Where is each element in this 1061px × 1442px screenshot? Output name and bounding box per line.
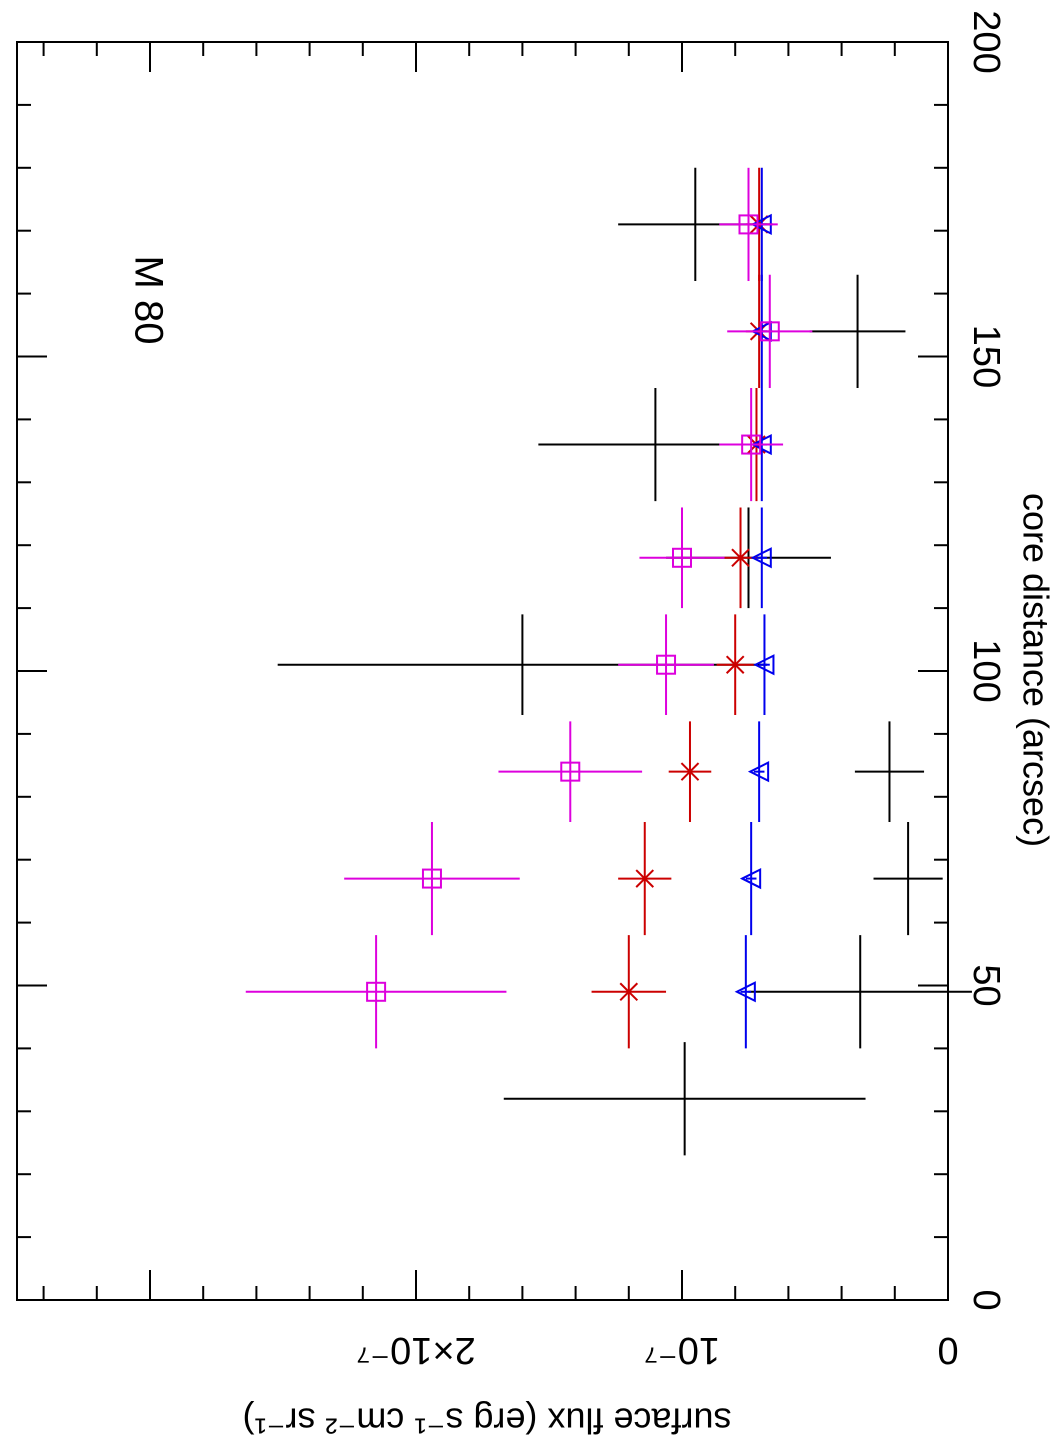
- data-point-black: [873, 821, 943, 936]
- data-series: [245, 167, 972, 1156]
- data-point-red: [591, 935, 667, 1049]
- triangle-marker: [734, 981, 756, 1003]
- square-marker: [560, 761, 581, 782]
- star-marker-stroke: [619, 982, 639, 1002]
- triangle-marker: [739, 867, 762, 890]
- square-marker: [759, 321, 780, 342]
- y-tick-label: 2×10⁻⁷: [356, 1329, 475, 1371]
- series-magenta: [245, 167, 813, 1049]
- plot-frame: [16, 41, 949, 1301]
- series-red: [591, 167, 773, 1049]
- data-point-red: [668, 721, 712, 822]
- x-tick-label: 0: [965, 1289, 1007, 1310]
- data-point-magenta: [719, 387, 784, 502]
- chart-annotation: M 80: [126, 256, 170, 345]
- data-point-red: [716, 614, 754, 716]
- square-marker: [366, 981, 387, 1002]
- triangle-marker: [747, 761, 770, 783]
- data-point-magenta: [498, 721, 643, 822]
- data-point-blue: [750, 507, 772, 609]
- data-point-blue: [753, 614, 775, 716]
- x-tick-label: 150: [965, 325, 1007, 388]
- x-axis-title: core distance (arcsec): [1015, 493, 1056, 847]
- triangle-marker: [753, 654, 775, 676]
- data-point-magenta: [344, 821, 520, 936]
- data-point-black: [748, 935, 972, 1049]
- tick-labels: 0 50 100 150 200 0 10⁻⁷ 2×10⁻⁷: [356, 10, 1007, 1371]
- square-marker: [741, 434, 762, 455]
- y-tick-label: 10⁻⁷: [644, 1329, 720, 1371]
- data-point-magenta: [639, 507, 725, 609]
- axis-ticks: [17, 41, 949, 1301]
- x-tick-label: 200: [965, 10, 1007, 73]
- data-point-magenta: [727, 274, 813, 388]
- star-marker-stroke: [680, 762, 700, 781]
- data-point-magenta: [245, 935, 507, 1049]
- data-point-blue: [734, 935, 756, 1049]
- square-marker: [421, 868, 442, 889]
- square-marker: [672, 547, 692, 568]
- square-marker: [738, 214, 759, 235]
- data-point-red: [618, 821, 672, 936]
- x-tick-label: 100: [965, 639, 1007, 702]
- star-marker-stroke: [635, 869, 655, 888]
- y-axis-title: surface flux (erg s⁻¹ cm⁻² sr⁻¹): [242, 1400, 731, 1441]
- data-point-blue: [739, 821, 762, 936]
- data-point-blue: [747, 721, 770, 822]
- x-tick-label: 50: [965, 964, 1007, 1006]
- data-point-magenta: [618, 614, 714, 716]
- star-marker-stroke: [731, 548, 750, 568]
- series-black: [277, 167, 972, 1156]
- data-point-black: [809, 274, 906, 388]
- square-marker: [656, 654, 677, 675]
- triangle-marker: [750, 547, 772, 569]
- y-tick-label: 0: [937, 1329, 958, 1371]
- data-point-black: [854, 721, 925, 822]
- star-marker-stroke: [725, 655, 745, 674]
- data-point-black: [503, 1042, 866, 1156]
- series-blue: [734, 167, 775, 1049]
- data-point-magenta: [719, 167, 778, 282]
